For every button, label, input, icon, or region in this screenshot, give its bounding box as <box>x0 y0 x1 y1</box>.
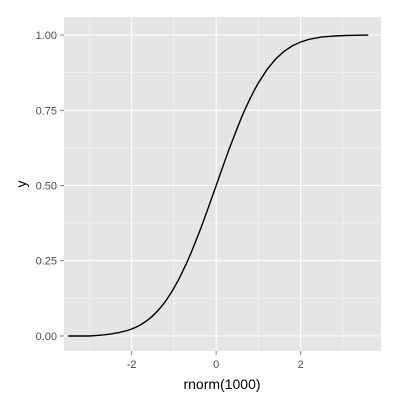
minor-gridlines <box>64 17 381 351</box>
y-axis-title: y <box>13 181 29 188</box>
x-axis-title: rnorm(1000) <box>183 376 260 392</box>
y-tick-label: 0.25 <box>36 256 57 268</box>
x-axis-ticks: -2 0 2 <box>127 351 304 371</box>
y-tick-label: 0.00 <box>36 331 57 343</box>
plot-panel <box>64 17 381 351</box>
series-line <box>68 34 369 337</box>
major-gridlines <box>64 17 381 351</box>
y-tick-label: 1.00 <box>36 30 57 42</box>
x-tick-label: 0 <box>213 359 219 371</box>
y-tick-label: 0.75 <box>36 105 57 117</box>
x-tick-label: 2 <box>298 359 304 371</box>
x-tick-label: -2 <box>127 359 137 371</box>
y-tick-label: 0.50 <box>36 181 57 193</box>
y-axis-ticks: 0.00 0.25 0.50 0.75 1.00 <box>36 30 64 343</box>
